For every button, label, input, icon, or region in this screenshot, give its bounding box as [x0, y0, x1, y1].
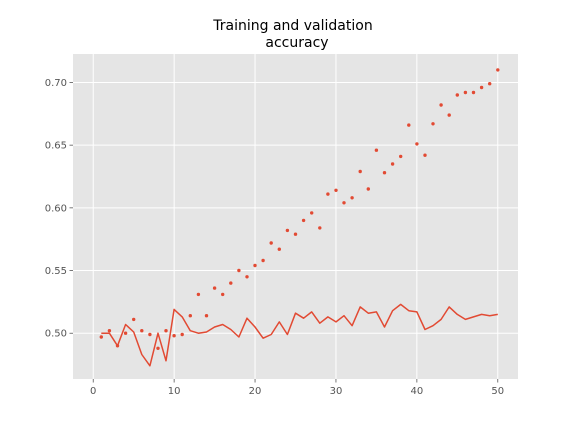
series-point: [326, 192, 330, 196]
series-point: [229, 281, 233, 285]
series-point: [172, 334, 176, 338]
series-point: [221, 292, 225, 297]
series-point: [407, 123, 411, 127]
series-point: [132, 317, 136, 322]
grid: [73, 54, 518, 379]
series-point: [237, 268, 241, 273]
series-point: [479, 85, 484, 90]
series-point: [212, 286, 217, 290]
series-point: [261, 258, 265, 263]
series-point: [471, 90, 476, 95]
series-point: [431, 122, 435, 126]
series-point: [148, 332, 152, 337]
series-point: [196, 292, 201, 297]
series-point: [439, 103, 443, 107]
x-tick-label: 20: [249, 386, 262, 397]
series-point: [350, 196, 354, 200]
x-tick-label: 30: [330, 386, 343, 397]
chart-title-line-2: accuracy: [265, 35, 328, 51]
series-point: [488, 82, 492, 86]
series-point: [293, 232, 298, 236]
data-marks: [99, 68, 500, 367]
series-point: [285, 228, 290, 233]
series-point: [269, 241, 273, 245]
series-point: [342, 201, 346, 205]
axis-ticks: 0 10 20 30 40 50 0.50 0.55 0.60 0.65 0.70: [45, 78, 504, 397]
y-tick-label: 0.70: [45, 78, 67, 89]
series-point: [277, 247, 281, 251]
series-point: [447, 113, 451, 117]
series-point: [253, 263, 257, 268]
series-point: [180, 332, 184, 337]
y-tick-label: 0.55: [45, 266, 67, 277]
series-point: [301, 218, 306, 223]
series-point: [423, 153, 427, 157]
series-point: [374, 148, 379, 152]
series-point: [107, 329, 112, 333]
chart-title-line-1: Training and validation: [212, 18, 372, 34]
series-point: [318, 226, 322, 230]
x-tick-label: 10: [168, 386, 181, 397]
series-point: [140, 329, 144, 333]
series-point: [188, 314, 192, 318]
series-point: [123, 331, 128, 335]
series-point: [382, 171, 387, 175]
x-tick-label: 40: [410, 386, 423, 397]
series-point: [463, 90, 468, 95]
x-tick-label: 50: [491, 386, 504, 397]
series-point: [115, 344, 120, 348]
series-point: [455, 93, 459, 97]
series-point: [164, 329, 168, 333]
series-point: [415, 142, 419, 146]
y-tick-label: 0.50: [45, 329, 67, 340]
series-point: [496, 68, 500, 72]
series-point: [390, 162, 395, 166]
series-point: [399, 154, 403, 159]
series-point: [366, 187, 370, 191]
y-tick-label: 0.60: [45, 203, 67, 214]
series-point: [204, 314, 209, 318]
series-point: [334, 188, 338, 192]
series-point: [358, 169, 362, 174]
series-point: [245, 275, 249, 279]
x-tick-label: 0: [90, 386, 96, 397]
series-point: [156, 346, 160, 350]
series-line: [101, 303, 498, 367]
series-point: [99, 335, 104, 339]
series-point: [310, 211, 314, 215]
plot-area: [73, 54, 518, 379]
y-tick-label: 0.65: [45, 141, 67, 152]
